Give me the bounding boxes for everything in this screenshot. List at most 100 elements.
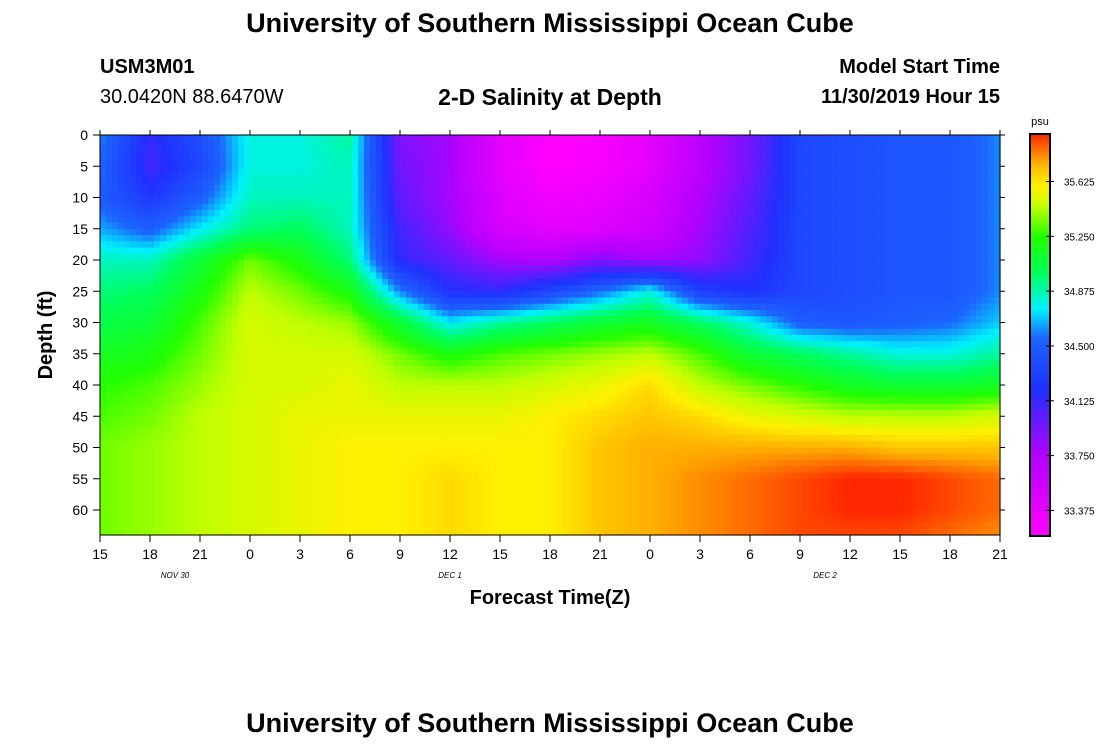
heatmap-cell (688, 266, 695, 274)
heatmap-cell (958, 247, 965, 255)
heatmap-cell (346, 185, 353, 192)
heatmap-cell (334, 316, 341, 324)
heatmap-cell (754, 160, 761, 167)
heatmap-cell (508, 303, 515, 311)
heatmap-cell (568, 197, 575, 205)
heatmap-cell (280, 310, 287, 317)
heatmap-cell (310, 185, 317, 192)
heatmap-cell (940, 303, 947, 311)
heatmap-cell (310, 147, 317, 155)
heatmap-cell (214, 266, 221, 274)
heatmap-cell (232, 297, 239, 305)
heatmap-cell (118, 297, 125, 305)
heatmap-cell (676, 316, 683, 324)
heatmap-cell (106, 253, 113, 261)
heatmap-cell (760, 247, 767, 255)
heatmap-cell (790, 247, 797, 255)
heatmap-cell (658, 328, 665, 336)
heatmap-cell (796, 310, 803, 317)
heatmap-cell (568, 278, 575, 286)
heatmap-cell (388, 285, 395, 292)
heatmap-cell (400, 172, 407, 180)
heatmap-cell (838, 291, 845, 299)
heatmap-cell (766, 172, 773, 180)
heatmap-cell (610, 303, 617, 311)
heatmap-cell (466, 297, 473, 305)
heatmap-cell (664, 278, 671, 286)
heatmap-cell (202, 303, 209, 311)
heatmap-cell (424, 147, 431, 155)
heatmap-cell (130, 260, 137, 267)
heatmap-cell (316, 210, 323, 217)
heatmap-cell (556, 260, 563, 267)
heatmap-cell (688, 135, 695, 142)
heatmap-cell (340, 228, 347, 236)
heatmap-cell (466, 322, 473, 330)
heatmap-cell (184, 291, 191, 299)
heatmap-cell (964, 278, 971, 286)
heatmap-cell (406, 153, 413, 161)
heatmap-cell (256, 147, 263, 155)
heatmap-cell (694, 178, 701, 186)
heatmap-cell (460, 185, 467, 192)
heatmap-cell (340, 191, 347, 199)
heatmap-cell (616, 203, 623, 211)
heatmap-cell (472, 228, 479, 236)
heatmap-cell (166, 335, 173, 342)
heatmap-cell (730, 222, 737, 230)
heatmap-cell (652, 191, 659, 199)
heatmap-cell (184, 241, 191, 249)
heatmap-cell (130, 266, 137, 274)
heatmap-cell (328, 216, 335, 224)
heatmap-cell (838, 272, 845, 280)
heatmap-cell (256, 166, 263, 174)
heatmap-cell (544, 266, 551, 274)
heatmap-cell (166, 222, 173, 230)
heatmap-cell (940, 153, 947, 161)
heatmap-cell (202, 160, 209, 167)
heatmap-cell (922, 291, 929, 299)
heatmap-cell (856, 235, 863, 242)
heatmap-cell (406, 222, 413, 230)
heatmap-cell (742, 210, 749, 217)
heatmap-cell (376, 222, 383, 230)
heatmap-cell (490, 291, 497, 299)
heatmap-cell (358, 160, 365, 167)
heatmap-cell (808, 197, 815, 205)
heatmap-cell (118, 310, 125, 317)
heatmap-cell (400, 235, 407, 242)
heatmap-cell (838, 228, 845, 236)
heatmap-cell (532, 316, 539, 324)
heatmap-cell (514, 310, 521, 317)
heatmap-cell (976, 260, 983, 267)
heatmap-cell (946, 297, 953, 305)
heatmap-cell (256, 153, 263, 161)
heatmap-cell (592, 235, 599, 242)
heatmap-cell (820, 285, 827, 292)
heatmap-cell (520, 210, 527, 217)
heatmap-cell (880, 278, 887, 286)
heatmap-cell (358, 278, 365, 286)
heatmap-cell (370, 160, 377, 167)
heatmap-cell (322, 335, 329, 342)
heatmap-cell (274, 228, 281, 236)
heatmap-cell (892, 228, 899, 236)
heatmap-cell (604, 185, 611, 192)
heatmap-cell (886, 260, 893, 267)
heatmap-cell (712, 328, 719, 336)
heatmap-cell (550, 147, 557, 155)
heatmap-cell (544, 135, 551, 142)
heatmap-cell (388, 178, 395, 186)
heatmap-cell (388, 253, 395, 261)
heatmap-cell (574, 222, 581, 230)
heatmap-cell (934, 266, 941, 274)
heatmap-cell (820, 178, 827, 186)
heatmap-cell (790, 316, 797, 324)
heatmap-cell (610, 191, 617, 199)
heatmap-cell (622, 322, 629, 330)
heatmap-cell (712, 153, 719, 161)
heatmap-cell (988, 191, 995, 199)
heatmap-cell (490, 285, 497, 292)
heatmap-cell (718, 153, 725, 161)
heatmap-cell (100, 197, 107, 205)
